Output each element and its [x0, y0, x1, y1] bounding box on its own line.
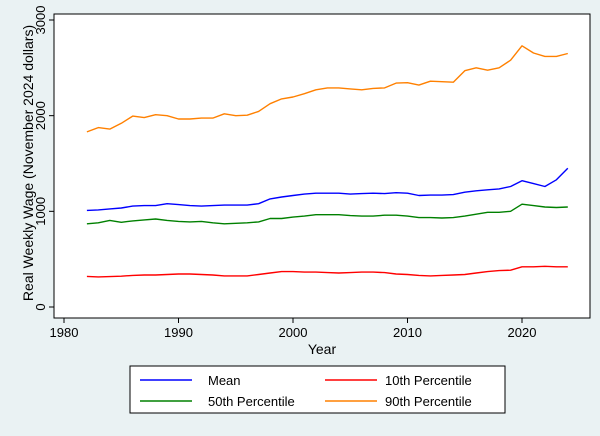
legend-label: 90th Percentile: [385, 394, 472, 409]
plot-area: [53, 13, 591, 319]
x-tick-label: 1980: [50, 325, 79, 340]
series-line-50th-percentile: [86, 203, 568, 225]
series-line-mean: [86, 167, 569, 212]
legend: Mean 10th Percentile 50th Percentile 90th P…: [129, 365, 506, 414]
y-tick-label: 1000: [33, 197, 48, 226]
x-tick-label: 2000: [279, 325, 308, 340]
series-line-10th-percentile: [86, 265, 568, 278]
legend-label: 10th Percentile: [385, 373, 472, 388]
x-tick-label: 1990: [164, 325, 193, 340]
y-axis-title: Real Weekly Wage (November 2024 dollars): [20, 25, 36, 301]
series-lines: [86, 45, 569, 278]
legend-label: Mean: [208, 373, 241, 388]
x-tick-label: 2010: [393, 325, 422, 340]
y-tick-label: 2000: [33, 101, 48, 130]
axes: 1980 1990 2000 2010 2020 0 1000 2000 3000: [33, 6, 536, 340]
series-line-90th-percentile: [86, 45, 568, 133]
x-tick-label: 2020: [508, 325, 537, 340]
y-tick-label: 3000: [33, 6, 48, 35]
x-axis-title: Year: [308, 341, 337, 357]
legend-label: 50th Percentile: [208, 394, 295, 409]
legend-box: [129, 365, 506, 414]
y-tick-label: 0: [33, 303, 48, 310]
